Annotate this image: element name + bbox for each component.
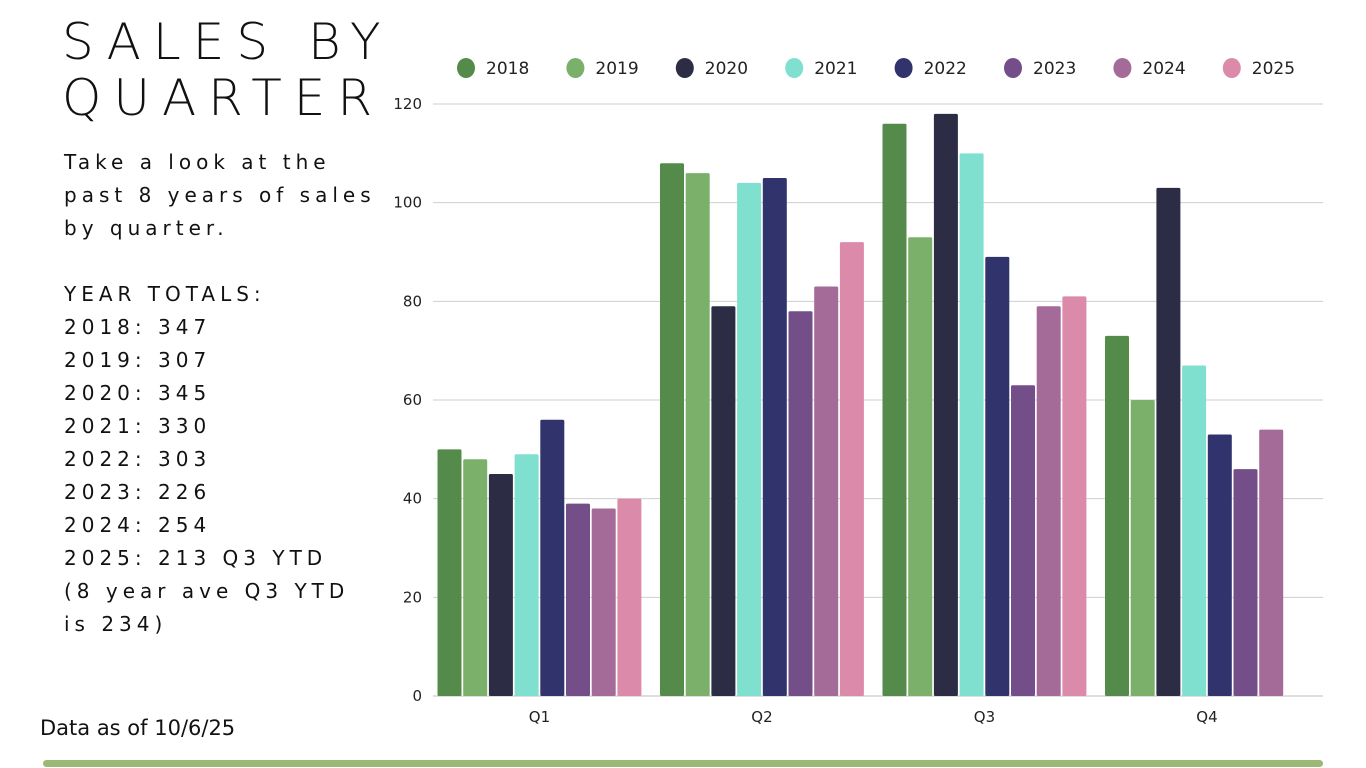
y-axis-ticks: 0 20 40 60 80 100 120 — [393, 95, 422, 705]
y-tick-label: 60 — [403, 391, 422, 409]
bar-q2-2018 — [660, 163, 684, 696]
bar-q4-2024 — [1259, 429, 1284, 696]
bars — [437, 113, 1284, 697]
y-tick-label: 100 — [393, 194, 422, 212]
legend-label: 2019 — [595, 59, 638, 79]
x-axis-ticks: Q1 Q2 Q3 Q4 — [529, 708, 1218, 726]
bar-q4-2018 — [1105, 335, 1129, 696]
legend-label: 2020 — [705, 59, 748, 79]
total-line: 2018: 347 — [64, 315, 212, 339]
bar-q3-2018 — [882, 123, 907, 696]
total-line: 2022: 303 — [64, 447, 212, 471]
legend-item-2024: 2024 — [1113, 58, 1186, 79]
legend-label: 2023 — [1033, 59, 1076, 79]
bar-q1-2019 — [463, 459, 488, 696]
bar-q2-2019 — [685, 173, 710, 697]
total-line: 2025: 213 Q3 YTD — [64, 546, 328, 570]
total-line: 2023: 226 — [64, 480, 212, 504]
bar-q1-2024 — [591, 508, 616, 696]
bar-q1-2018 — [437, 449, 462, 696]
y-tick-label: 80 — [403, 292, 422, 310]
y-tick-label: 20 — [403, 588, 422, 606]
legend-swatch — [894, 58, 913, 78]
y-tick-label: 40 — [403, 490, 422, 508]
bar-q1-2021 — [514, 454, 539, 696]
y-tick-label: 0 — [412, 687, 422, 705]
legend-label: 2024 — [1142, 59, 1185, 79]
bar-q3-2020 — [933, 113, 958, 696]
legend-label: 2018 — [486, 59, 529, 79]
bar-q3-2025 — [1062, 296, 1087, 696]
legend-label: 2021 — [814, 59, 857, 79]
bar-q1-2023 — [566, 503, 590, 696]
bar-q4-2020 — [1156, 187, 1181, 696]
x-tick-label: Q2 — [751, 708, 772, 726]
average-note: (8 year ave Q3 YTD is 234) — [64, 579, 350, 636]
total-line: 2020: 345 — [64, 381, 212, 405]
bar-q3-2019 — [908, 237, 933, 696]
x-tick-label: Q3 — [974, 708, 995, 726]
x-tick-label: Q1 — [529, 708, 550, 726]
description-text: Take a look at the past 8 years of sales… — [64, 150, 376, 240]
bar-q2-2020 — [711, 306, 736, 696]
bar-q1-2022 — [540, 419, 565, 696]
legend-item-2018: 2018 — [457, 58, 529, 79]
legend-item-2023: 2023 — [1004, 58, 1076, 79]
total-line: 2024: 254 — [64, 513, 212, 537]
bar-q2-2024 — [814, 286, 839, 696]
bar-q1-2025 — [617, 498, 642, 696]
bar-q4-2021 — [1182, 365, 1207, 696]
totals-heading: YEAR TOTALS: — [64, 282, 266, 306]
bar-q3-2021 — [959, 153, 984, 697]
page-title: SALES BY QUARTER — [62, 13, 393, 127]
legend-swatch — [1113, 58, 1132, 78]
legend-swatch — [457, 58, 475, 78]
total-line: 2021: 330 — [64, 414, 212, 438]
legend-swatch — [1222, 58, 1241, 78]
legend-swatch — [566, 58, 585, 78]
legend-item-2019: 2019 — [566, 58, 639, 79]
total-line: 2019: 307 — [64, 348, 212, 372]
bar-q2-2023 — [788, 311, 813, 696]
x-tick-label: Q4 — [1196, 708, 1217, 726]
legend-item-2021: 2021 — [785, 58, 857, 79]
bar-q2-2022 — [762, 178, 787, 696]
bar-q4-2022 — [1207, 434, 1232, 696]
bar-q3-2022 — [985, 256, 1010, 696]
legend-label: 2025 — [1252, 59, 1295, 79]
legend-swatch — [675, 58, 694, 78]
legend-label: 2022 — [924, 59, 967, 79]
legend: 2018 2019 2020 2021 2022 2023 2024 2025 — [457, 58, 1295, 79]
legend-item-2022: 2022 — [894, 58, 967, 79]
bar-q4-2019 — [1130, 400, 1155, 696]
bar-q2-2025 — [839, 242, 864, 696]
y-tick-label: 120 — [393, 95, 422, 113]
bar-q2-2021 — [737, 182, 762, 696]
legend-item-2025: 2025 — [1222, 58, 1295, 79]
bar-q3-2024 — [1036, 306, 1061, 696]
bar-q1-2020 — [488, 474, 513, 696]
legend-swatch — [785, 58, 804, 78]
data-as-of-note: Data as of 10/6/25 — [40, 716, 236, 740]
legend-swatch — [1004, 58, 1022, 78]
bar-q4-2023 — [1233, 469, 1258, 696]
year-totals: YEAR TOTALS: 2018: 347 2019: 307 2020: 3… — [64, 278, 394, 641]
accent-bar — [43, 760, 1323, 767]
bar-q3-2023 — [1011, 385, 1035, 696]
legend-item-2020: 2020 — [675, 58, 748, 79]
